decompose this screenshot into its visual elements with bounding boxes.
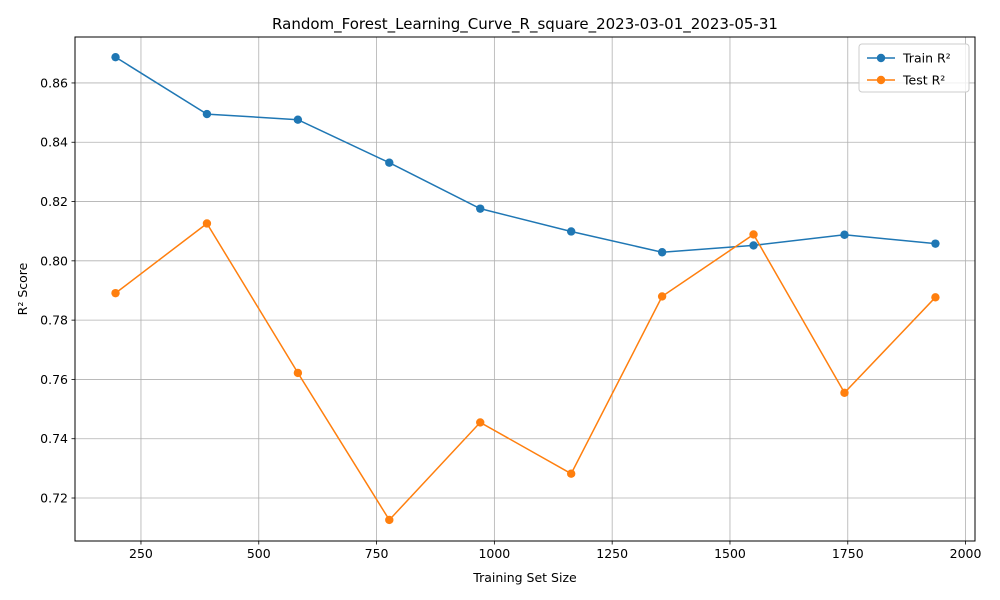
- data-point-0: [385, 158, 394, 167]
- series-layer: [111, 52, 940, 525]
- legend-label: Train R²: [902, 51, 951, 66]
- x-tick-label: 2000: [950, 546, 982, 561]
- data-point-1: [840, 388, 849, 397]
- x-tick-label: 1250: [596, 546, 628, 561]
- legend-marker: [876, 75, 886, 85]
- data-point-0: [566, 227, 576, 236]
- data-point-0: [476, 204, 485, 213]
- y-tick-label: 0.74: [40, 431, 68, 446]
- y-tick-label: 0.80: [40, 253, 68, 268]
- y-axis: 0.72 0.74 0.76 0.78 0.80 0.82 0.84 0.86: [40, 75, 75, 506]
- legend-label: Test R²: [902, 73, 945, 88]
- y-tick-label: 0.82: [40, 194, 68, 209]
- data-point-0: [293, 115, 303, 124]
- data-point-1: [566, 469, 576, 478]
- legend-marker: [876, 53, 886, 63]
- x-tick-label: 500: [247, 546, 271, 561]
- x-tick-label: 1750: [832, 546, 864, 561]
- data-point-0: [657, 248, 667, 257]
- y-axis-label: R² Score: [15, 262, 30, 315]
- y-tick-label: 0.76: [40, 372, 68, 387]
- y-tick-label: 0.72: [40, 491, 68, 506]
- series-line-1: [115, 222, 936, 522]
- y-tick-label: 0.86: [40, 75, 68, 90]
- data-point-0: [111, 52, 120, 62]
- data-point-0: [202, 109, 212, 119]
- x-tick-label: 1500: [714, 546, 746, 561]
- x-tick-label: 250: [129, 546, 153, 561]
- data-point-1: [202, 219, 212, 228]
- data-point-1: [657, 292, 667, 301]
- x-axis: 250 500 750 1000 1250 1500 1750 2000: [129, 541, 982, 561]
- x-tick-label: 750: [365, 546, 389, 561]
- series-line-0: [115, 56, 936, 253]
- data-point-1: [385, 515, 394, 525]
- data-point-1: [111, 288, 120, 298]
- data-point-0: [749, 241, 758, 250]
- plot-frame: [74, 36, 976, 542]
- data-point-1: [749, 230, 758, 239]
- x-tick-label: 1000: [478, 546, 510, 561]
- chart-title: Random_Forest_Learning_Curve_R_square_20…: [272, 15, 778, 34]
- data-point-1: [293, 368, 303, 378]
- y-tick-label: 0.84: [40, 135, 68, 150]
- data-point-0: [931, 239, 940, 248]
- data-point-1: [931, 293, 940, 302]
- x-axis-label: Training Set Size: [472, 570, 577, 585]
- y-tick-label: 0.78: [40, 313, 68, 328]
- legend: Train R² Test R²: [858, 43, 970, 93]
- grid: [75, 37, 975, 541]
- data-point-1: [476, 418, 485, 427]
- data-point-0: [840, 230, 849, 239]
